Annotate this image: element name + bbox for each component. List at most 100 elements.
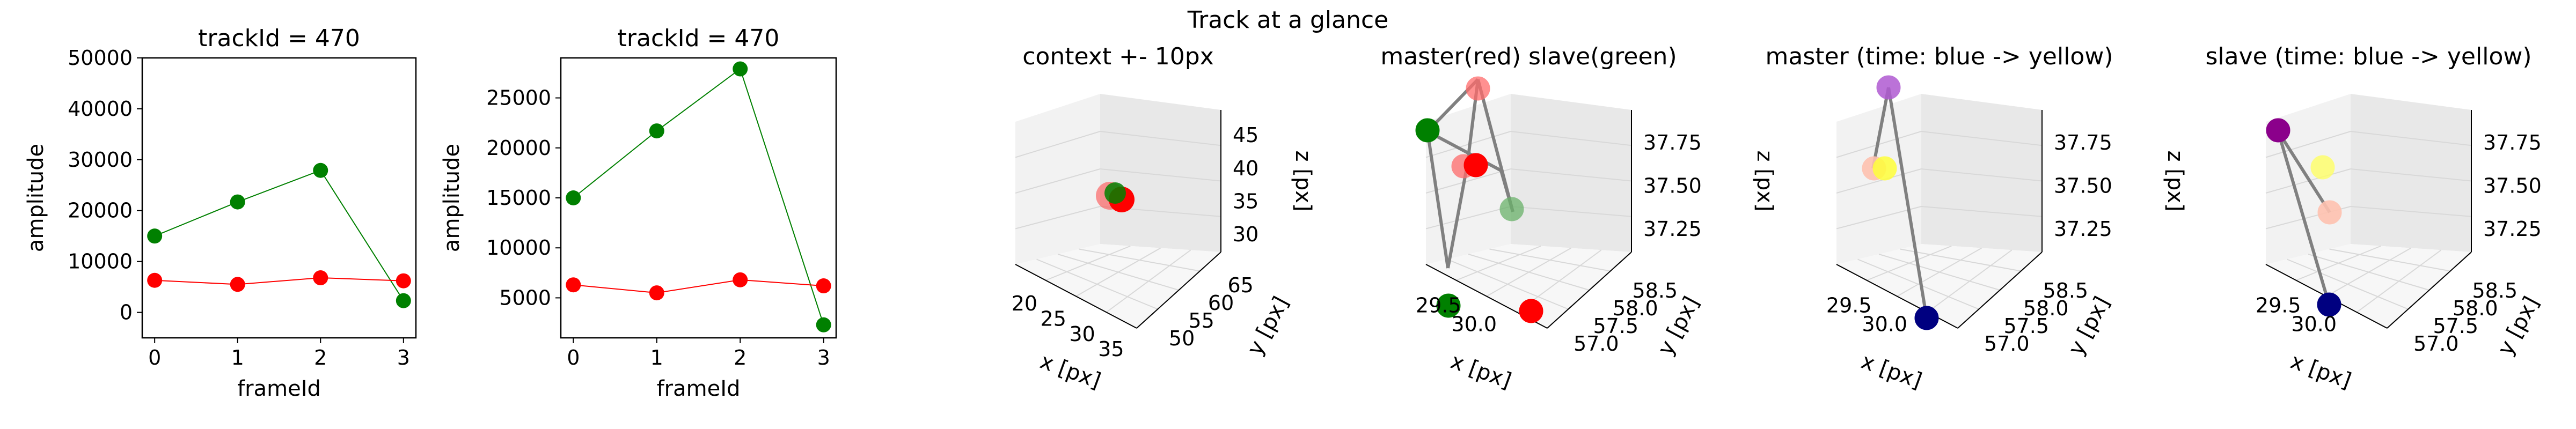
y-tick-label: 57.5	[2003, 314, 2049, 338]
grid-line	[1100, 131, 1221, 146]
data-point	[1463, 153, 1488, 177]
pane-back	[1921, 94, 2042, 252]
z-tick-label: 37.25	[2054, 217, 2112, 241]
y-tick-label: 58.0	[2453, 297, 2498, 320]
data-point	[396, 273, 411, 289]
grid-line	[2326, 247, 2411, 297]
grid-line	[1927, 249, 2012, 313]
data-point	[396, 293, 411, 308]
y-axis-label: y [px]	[2063, 292, 2114, 359]
data-point	[649, 123, 664, 139]
y-tick-label: 55	[1188, 309, 1214, 332]
grid-line	[1015, 168, 1101, 194]
grid-line	[2350, 206, 2472, 217]
x-tick-label: 1	[231, 346, 244, 369]
x-axis-label: frameId	[657, 376, 741, 401]
data-point	[1914, 306, 1939, 330]
grid-line	[1489, 248, 1611, 272]
grid-line	[1897, 247, 1982, 297]
data-point	[1415, 118, 1440, 143]
grid-line	[1510, 206, 1632, 217]
y-tick-label: 10000	[68, 250, 133, 273]
chart-title: trackId = 470	[618, 25, 780, 52]
chart-title: context +- 10px	[1022, 43, 1214, 70]
grid-line	[1425, 168, 1511, 194]
series-line-2	[155, 277, 404, 285]
grid-line	[1015, 131, 1101, 158]
data-point	[313, 270, 328, 286]
grid-line	[2265, 131, 2351, 158]
x-tick-label: 29.5	[1826, 294, 1872, 317]
y-tick-label: 58.0	[1613, 297, 1658, 320]
data-point	[313, 162, 328, 178]
z-tick-label: 37.50	[2483, 174, 2542, 198]
chart-title: trackId = 470	[198, 25, 360, 52]
x-axis-label: x [px]	[2287, 349, 2354, 394]
z-tick-label: 35	[1233, 189, 1258, 213]
data-point	[1466, 76, 1490, 101]
data-point	[147, 272, 163, 288]
data-point	[1872, 156, 1897, 181]
x-tick-label: 20	[1012, 292, 1037, 315]
y-tick-label: 57.0	[1984, 332, 2030, 356]
y-tick-label: 58.5	[2472, 279, 2518, 302]
x-tick-label: 0	[567, 346, 580, 369]
y-axis-line	[1547, 252, 1632, 329]
scatter3d-panel-4: slave (time: blue -> yellow) 29.530.0 57.0…	[2205, 43, 2544, 394]
grid-line	[1900, 248, 2021, 272]
data-point	[816, 317, 831, 332]
chart-title: master (time: blue -> yellow)	[1766, 43, 2113, 70]
track-segment	[2277, 130, 2331, 213]
y-tick-label: 0	[120, 301, 133, 324]
z-tick-label: 30	[1233, 223, 1258, 246]
data-point	[1436, 293, 1461, 318]
plot-frame	[560, 57, 837, 339]
z-axis-label: z [px]	[1291, 151, 1315, 212]
y-tick-label: 15000	[486, 186, 551, 210]
grid-line	[1510, 168, 1632, 182]
data-point	[1519, 299, 1543, 323]
z-tick-label: 40	[1233, 157, 1258, 180]
y-axis-label: y [px]	[1653, 292, 1704, 359]
x-axis-line	[1015, 264, 1137, 329]
y-tick-label: 57.5	[2433, 314, 2478, 338]
y-axis-label: amplitude	[440, 144, 464, 252]
pane-back	[1511, 94, 1631, 252]
y-tick-label: 5000	[499, 286, 551, 309]
z-tick-label: 37.75	[2054, 131, 2112, 154]
grid-line	[1079, 248, 1200, 272]
x-tick-label: 30.0	[1451, 313, 1497, 336]
x-tick-label: 2	[734, 346, 747, 369]
z-axis-label: z [px]	[1752, 151, 1777, 212]
data-point	[230, 277, 245, 292]
data-point	[147, 228, 163, 244]
x-tick-label: 3	[397, 346, 410, 369]
y-tick-label: 40000	[68, 97, 133, 121]
y-axis-label: y [px]	[1242, 292, 1293, 359]
data-point	[2266, 118, 2290, 143]
y-tick-label: 57.0	[2413, 332, 2459, 356]
y-tick-label: 58.0	[2023, 297, 2069, 320]
y-axis-line	[2387, 252, 2472, 329]
grid-line	[2356, 249, 2442, 313]
y-tick-label: 25000	[486, 86, 551, 110]
x-tick-label: 29.5	[1416, 294, 1461, 317]
data-point	[1499, 197, 1524, 221]
grid-line	[1836, 168, 1922, 194]
series-line-1	[154, 169, 404, 301]
x-tick-label: 30	[1069, 322, 1095, 346]
series-line-2	[573, 279, 824, 294]
track-segment	[1426, 131, 1450, 269]
pane-left	[1426, 94, 1511, 264]
grid-line	[1015, 206, 1101, 230]
x-tick-label: 2	[314, 346, 327, 369]
x-tick-label: 1	[650, 346, 663, 369]
track-segment	[1446, 165, 1469, 269]
scatter3d-panel-2: master(red) slave(green) 29.530.0 57.057.5…	[1380, 43, 1777, 394]
data-point	[2310, 155, 2335, 180]
x-axis-label: x [px]	[1447, 349, 1514, 394]
z-tick-label: 37.50	[2054, 174, 2112, 198]
series-line-1	[573, 68, 824, 326]
track-segment	[1426, 130, 1502, 172]
